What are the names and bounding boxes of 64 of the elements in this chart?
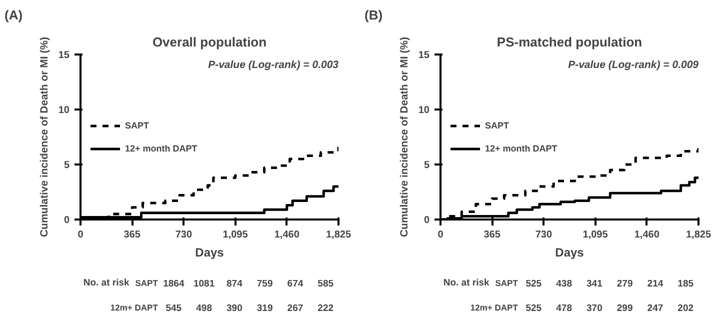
y-tick-label: 0 bbox=[64, 215, 70, 226]
text: 438 bbox=[556, 278, 572, 290]
text: 279 bbox=[616, 278, 633, 290]
annotation: P-value (Log-rank) = 0.003 bbox=[208, 59, 339, 71]
x-axis-title: Days bbox=[195, 246, 224, 260]
text: 222 bbox=[318, 302, 334, 314]
y-axis-title: Cumulative incidence of Death or MI (%) bbox=[38, 36, 50, 238]
text: 319 bbox=[256, 302, 273, 314]
text: 585 bbox=[318, 278, 334, 290]
y-tick-label: 15 bbox=[418, 50, 430, 61]
text: 12m+ DAPT bbox=[470, 302, 519, 312]
text: SAPT bbox=[135, 278, 159, 288]
y-tick-label: 0 bbox=[424, 215, 430, 226]
legend-label: SAPT bbox=[125, 120, 150, 130]
y-tick-label: 15 bbox=[58, 50, 70, 61]
x-tick-label: 365 bbox=[484, 230, 501, 240]
x-tick-label: 0 bbox=[78, 230, 84, 240]
x-tick-label: 1,825 bbox=[326, 230, 352, 240]
x-tick-label: 730 bbox=[175, 230, 192, 240]
text: 478 bbox=[556, 302, 572, 314]
text: SAPT bbox=[495, 278, 519, 288]
text: (A) bbox=[4, 8, 23, 22]
text: 525 bbox=[526, 278, 542, 290]
text: 545 bbox=[166, 302, 182, 314]
x-tick-label: 730 bbox=[535, 230, 552, 240]
legend-label: 12+ month DAPT bbox=[485, 143, 558, 153]
text: 214 bbox=[647, 278, 664, 290]
text: 674 bbox=[287, 278, 304, 290]
text: 390 bbox=[226, 302, 242, 314]
y-axis-title: Cumulative incidence of Death or MI (%) bbox=[398, 36, 410, 238]
text: 185 bbox=[678, 278, 694, 290]
text: 498 bbox=[196, 302, 212, 314]
chart-title: PS-matched population bbox=[496, 34, 642, 50]
legend-label: SAPT bbox=[485, 120, 510, 130]
y-tick-label: 5 bbox=[424, 160, 430, 171]
text: 1081 bbox=[193, 278, 216, 290]
text: 267 bbox=[287, 302, 304, 314]
x-tick-label: 0 bbox=[438, 230, 444, 240]
text: 1864 bbox=[163, 278, 185, 290]
y-tick-label: 10 bbox=[418, 105, 430, 116]
text: No. at risk bbox=[443, 277, 490, 288]
y-tick-label: 5 bbox=[64, 160, 70, 171]
text: 341 bbox=[586, 278, 604, 290]
text: 759 bbox=[256, 278, 273, 290]
x-axis-title: Days bbox=[555, 246, 584, 260]
x-tick-label: 1,460 bbox=[274, 230, 300, 240]
text: 12m+ DAPT bbox=[110, 302, 159, 312]
chart-title: Overall population bbox=[152, 34, 267, 50]
text: 874 bbox=[226, 278, 244, 290]
text: 202 bbox=[678, 302, 694, 314]
x-tick-label: 1,095 bbox=[222, 230, 248, 240]
x-tick-label: 1,095 bbox=[582, 230, 608, 240]
text: No. at risk bbox=[83, 277, 130, 288]
text: 299 bbox=[616, 302, 633, 314]
annotation: P-value (Log-rank) = 0.009 bbox=[568, 59, 699, 71]
text: 370 bbox=[586, 302, 602, 314]
x-tick-label: 1,825 bbox=[686, 230, 712, 240]
text: (B) bbox=[364, 8, 383, 22]
x-tick-label: 365 bbox=[124, 230, 141, 240]
y-tick-label: 10 bbox=[58, 105, 70, 116]
legend-label: 12+ month DAPT bbox=[125, 143, 198, 153]
x-tick-label: 1,460 bbox=[634, 230, 660, 240]
text: 525 bbox=[526, 302, 542, 314]
text: 247 bbox=[647, 302, 664, 314]
